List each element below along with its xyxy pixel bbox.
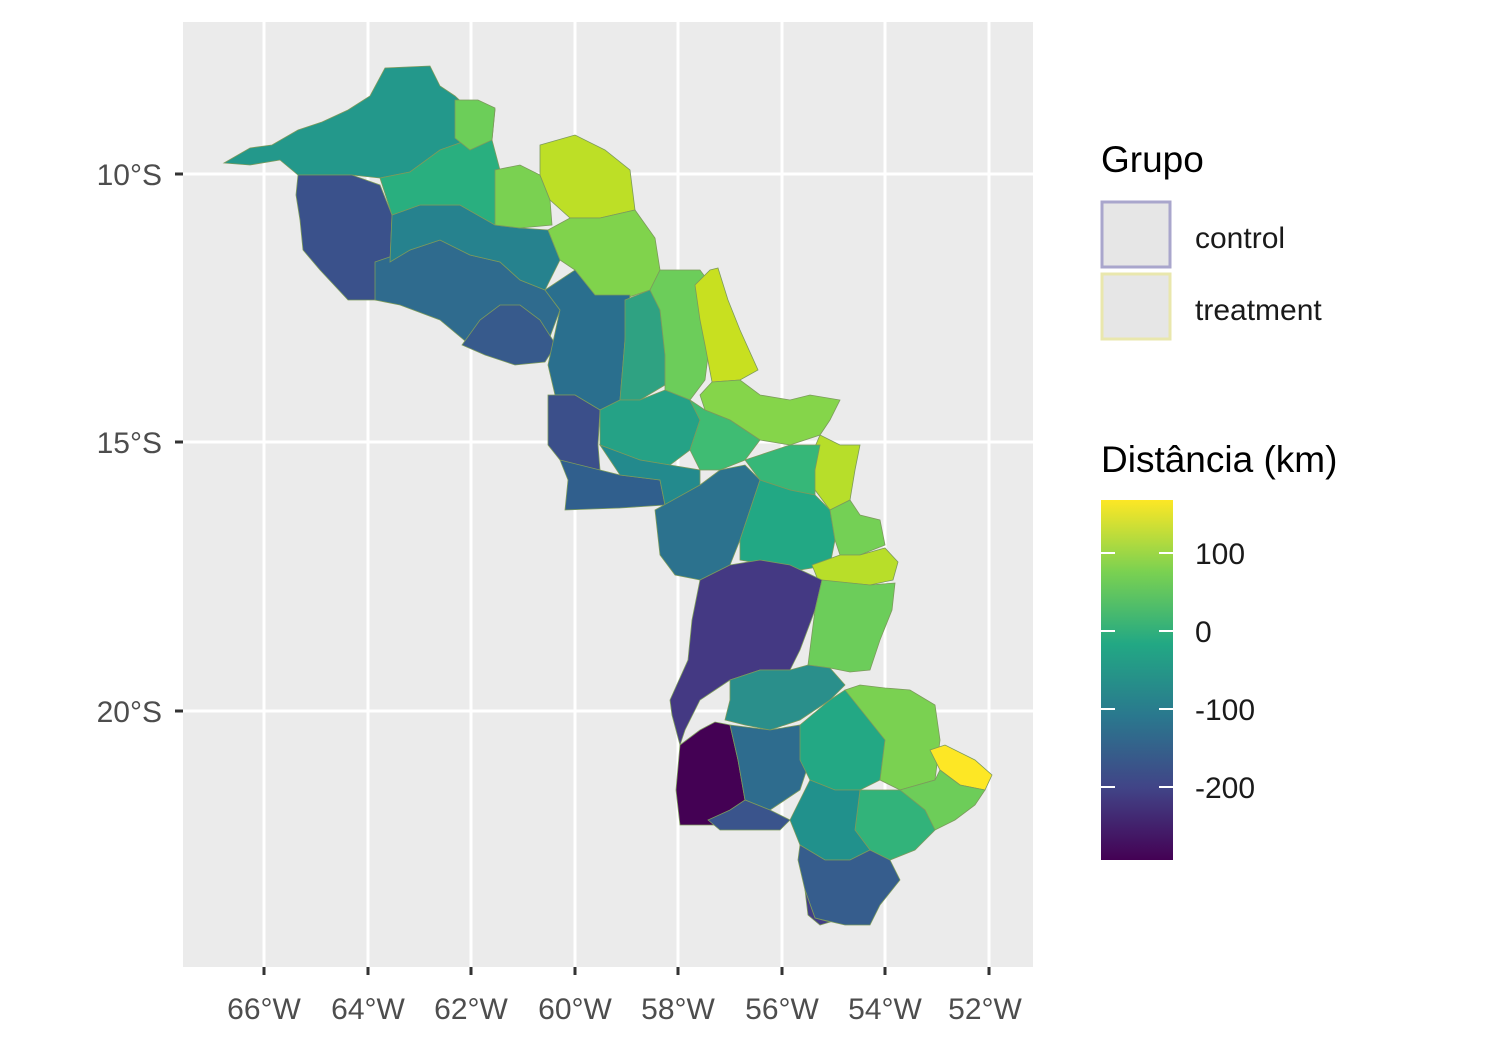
region: [461, 304, 557, 366]
colorbar-label: -200: [1195, 772, 1255, 805]
legend-distance-title: Distância (km): [1101, 439, 1337, 480]
x-tick-label: 66°W: [227, 993, 301, 1026]
legend-key-treatment: [1100, 272, 1172, 341]
region: [295, 174, 393, 301]
y-tick-label: 15°S: [97, 427, 162, 460]
x-tick-label: 60°W: [538, 993, 612, 1026]
x-tick-label: 56°W: [745, 993, 819, 1026]
colorbar-label: 100: [1195, 538, 1245, 571]
x-tick-label: 52°W: [948, 993, 1022, 1026]
region: [829, 499, 886, 556]
legend-key-control: [1100, 200, 1172, 269]
region: [844, 684, 941, 791]
region: [729, 724, 811, 811]
x-tick-label: 64°W: [331, 993, 405, 1026]
x-tick-label: 58°W: [641, 993, 715, 1026]
region: [739, 479, 836, 571]
legend-label-treatment: treatment: [1195, 294, 1322, 327]
x-tick-label: 54°W: [848, 993, 922, 1026]
legend-label-control: control: [1195, 222, 1285, 255]
colorbar: [1101, 500, 1173, 860]
y-tick-label: 20°S: [97, 696, 162, 729]
region: [804, 889, 832, 926]
region: [694, 267, 759, 383]
legend-group-title: Grupo: [1101, 139, 1204, 180]
y-axis-labels: 10°S 15°S 20°S: [97, 159, 162, 729]
map-regions: [222, 65, 993, 926]
colorbar-label: 0: [1195, 616, 1212, 649]
region: [688, 398, 761, 471]
region: [494, 164, 553, 229]
legend-distance: Distância (km) 100 0 -100 -200: [1101, 439, 1337, 860]
axis-ticks: [175, 172, 991, 975]
colorbar-ticks: [1101, 552, 1173, 788]
colorbar-label: -100: [1195, 694, 1255, 727]
x-axis-labels: 66°W 64°W 62°W 60°W 58°W 56°W 54°W 52°W: [227, 993, 1022, 1026]
x-tick-label: 62°W: [434, 993, 508, 1026]
region: [454, 99, 496, 151]
legend-group: Grupo control treatment: [1100, 139, 1322, 341]
y-tick-label: 10°S: [97, 159, 162, 192]
region: [807, 579, 896, 673]
